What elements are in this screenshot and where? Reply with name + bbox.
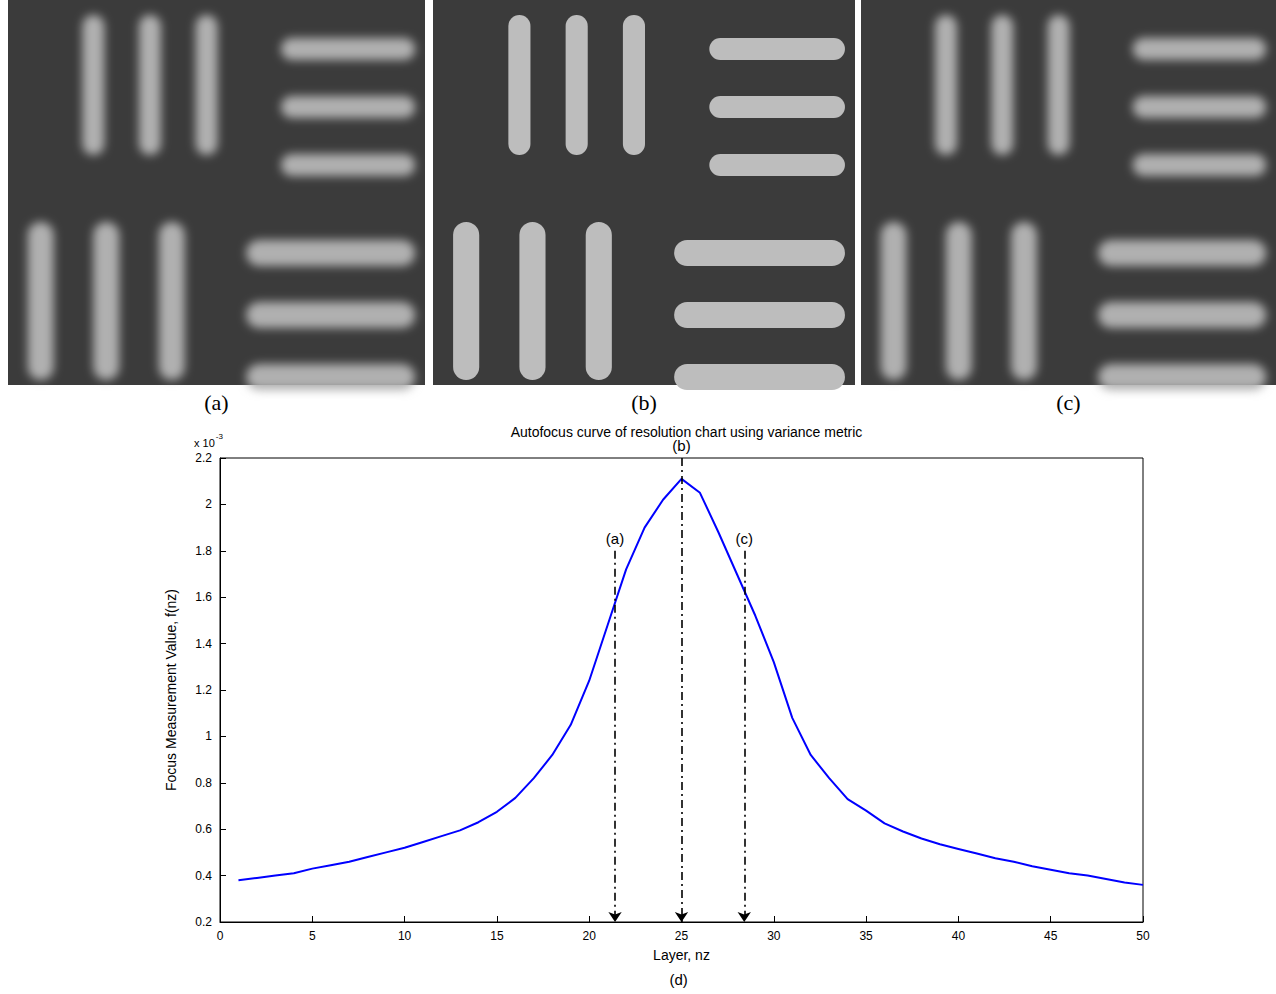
svg-text:(a): (a)	[606, 530, 624, 547]
svg-text:30: 30	[767, 929, 781, 943]
svg-text:Focus Measurement Value, f(nz): Focus Measurement Value, f(nz)	[163, 589, 179, 791]
svg-text:15: 15	[490, 929, 504, 943]
svg-text:0.6: 0.6	[195, 822, 212, 836]
svg-text:0.4: 0.4	[195, 869, 212, 883]
svg-text:5: 5	[309, 929, 316, 943]
svg-text:2: 2	[205, 497, 212, 511]
svg-text:35: 35	[859, 929, 873, 943]
svg-text:(a): (a)	[204, 390, 228, 415]
svg-text:(b): (b)	[672, 437, 691, 454]
svg-text:10: 10	[398, 929, 412, 943]
svg-text:Layer, nz: Layer, nz	[653, 947, 710, 963]
svg-text:1.2: 1.2	[195, 683, 212, 697]
svg-text:1: 1	[205, 729, 212, 743]
svg-text:-3: -3	[216, 432, 224, 441]
svg-text:1.4: 1.4	[195, 637, 212, 651]
svg-text:45: 45	[1044, 929, 1058, 943]
svg-text:(b): (b)	[631, 390, 657, 415]
svg-text:Autofocus curve of resolution: Autofocus curve of resolution chart usin…	[511, 424, 863, 440]
svg-text:50: 50	[1136, 929, 1150, 943]
svg-text:0.8: 0.8	[195, 776, 212, 790]
svg-text:0.2: 0.2	[195, 915, 212, 929]
svg-text:2.2: 2.2	[195, 451, 212, 465]
svg-text:(c): (c)	[736, 530, 754, 547]
svg-text:(c): (c)	[1056, 390, 1080, 415]
svg-text:1.6: 1.6	[195, 590, 212, 604]
svg-text:x 10: x 10	[194, 437, 215, 449]
svg-text:1.8: 1.8	[195, 544, 212, 558]
svg-text:40: 40	[952, 929, 966, 943]
svg-text:20: 20	[583, 929, 597, 943]
svg-text:0: 0	[217, 929, 224, 943]
svg-text:25: 25	[675, 929, 689, 943]
svg-text:(d): (d)	[670, 971, 688, 988]
